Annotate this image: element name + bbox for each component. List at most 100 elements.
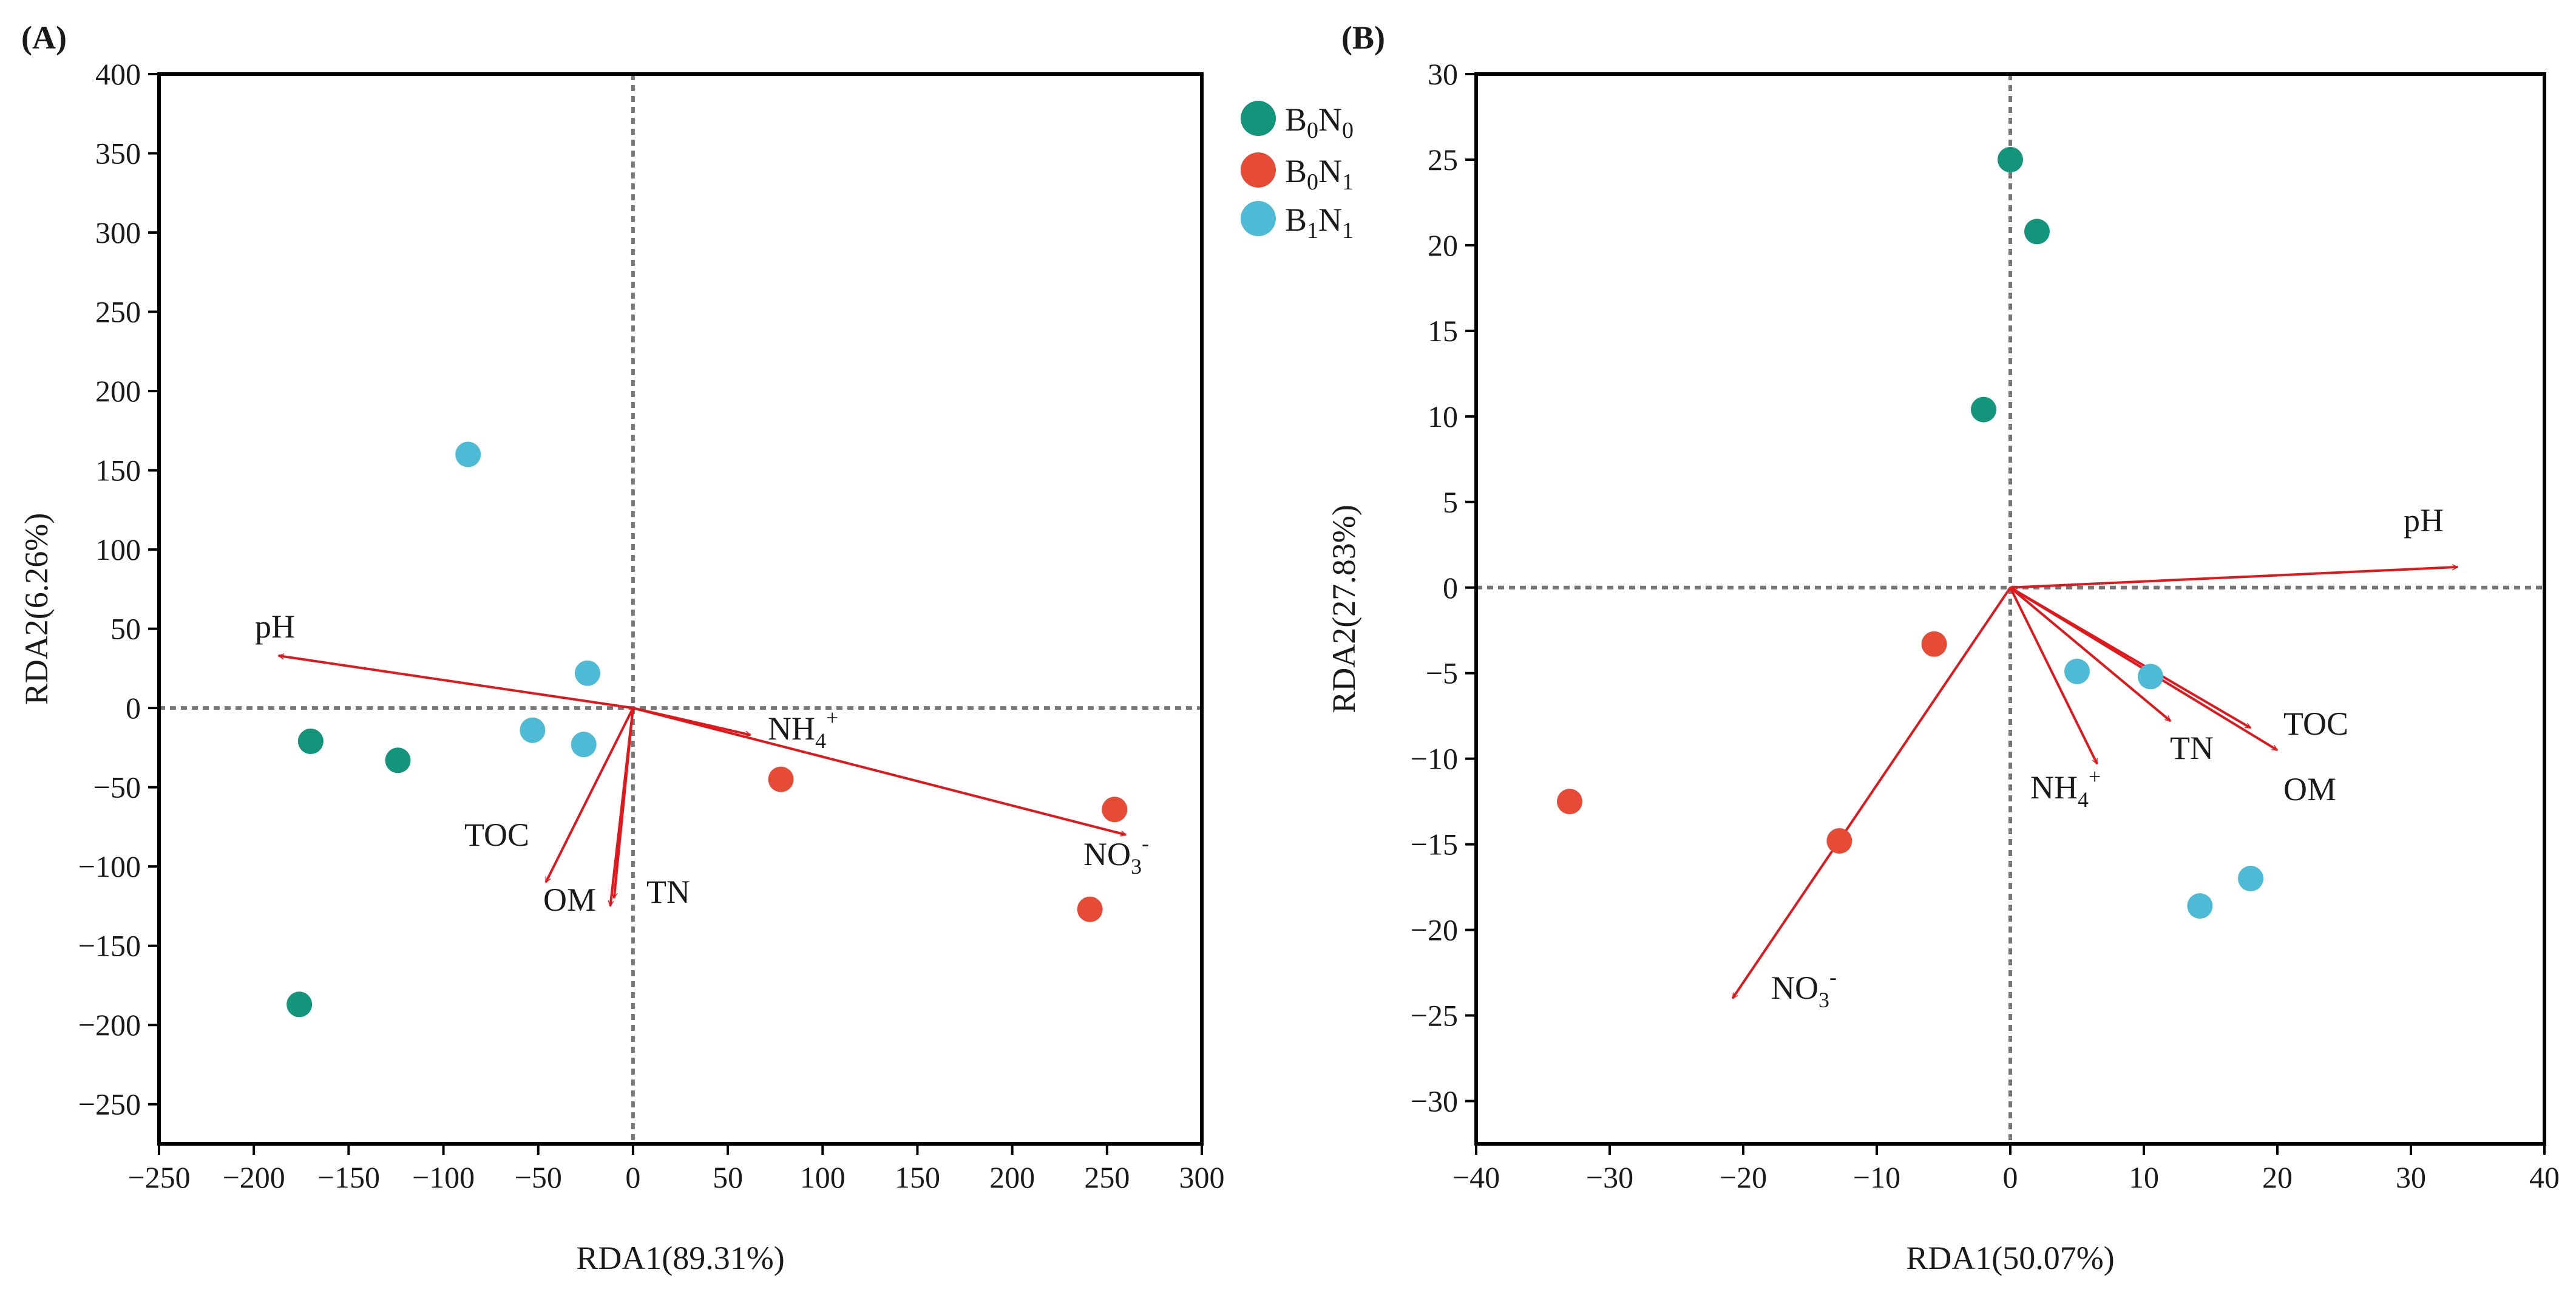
panel-b-point-b0n0 (2024, 219, 2050, 245)
legend-marker-b0n0 (1241, 101, 1276, 136)
panel-b-y-tick-label: 10 (1428, 399, 1458, 433)
legend-marker-b1n1 (1241, 201, 1276, 236)
panel-b-zero-lines (1476, 74, 2544, 1144)
legend-label-b0n0: B0N0 (1285, 101, 1354, 143)
panel-a-x-tick-label: 50 (713, 1160, 743, 1194)
panel-b: (B) −40 −30 −20 −10 0 10 20 30 40 −30 −25 −20 −15 −10… (1326, 19, 2560, 1276)
panel-a-label-nh4: NH4+ (768, 706, 838, 753)
panel-a-frame (157, 72, 1204, 1146)
panel-b-frame (1474, 72, 2546, 1146)
panel-a-y-tick-label: 150 (95, 454, 141, 488)
panel-a-point-b1n1 (520, 717, 546, 743)
panel-b-ticks: −40 −30 −20 −10 0 10 20 30 40 −30 −25 −20 −15 −10 −5 0 5… (1411, 57, 2560, 1194)
panel-b-label-toc: TOC (2283, 706, 2348, 742)
panel-a-label-no3: NO3- (1083, 831, 1149, 879)
panel-a-point-b1n1 (571, 732, 597, 758)
panel-a-y-tick-label: −50 (93, 770, 141, 804)
panel-b-y-tick-label: −15 (1411, 828, 1458, 862)
panel-b-label-tn: TN (2170, 730, 2214, 766)
legend-item-b1n1: B1N1 (1241, 201, 1354, 243)
panel-b-x-tick-label: 10 (2129, 1160, 2159, 1194)
panel-a-label: (A) (21, 19, 67, 56)
panel-b-y-axis-title: RDA2(27.83%) (1326, 505, 1362, 713)
panel-b-x-tick-label: 0 (2003, 1160, 2018, 1194)
panel-b-x-tick-label: −40 (1452, 1160, 1500, 1194)
panel-b-y-tick-label: −5 (1426, 656, 1458, 690)
panel-a-y-tick-label: −250 (78, 1087, 141, 1121)
panel-a-point-b0n0 (286, 991, 313, 1018)
panel-a-x-tick-label: 0 (625, 1160, 640, 1194)
panel-b-y-tick-label: 5 (1443, 485, 1458, 519)
panel-a-x-tick-label: 150 (895, 1160, 940, 1194)
panel-a-y-tick-label: −100 (78, 849, 141, 883)
panel-b-label-om: OM (2283, 771, 2336, 807)
panel-a-y-tick-label: 200 (95, 374, 141, 408)
panel-a-point-b0n0 (297, 728, 324, 754)
panel-a-x-tick-label: 200 (989, 1160, 1035, 1194)
panel-b-arrow-om (2009, 586, 2251, 729)
panel-b-y-tick-label: 25 (1428, 143, 1458, 177)
panel-a-point-b0n1 (768, 766, 794, 792)
panel-a-x-tick-label: −250 (127, 1160, 190, 1194)
panel-a-x-tick-label: −50 (515, 1160, 562, 1194)
panel-a-y-tick-label: 0 (126, 691, 141, 725)
panel-b-arrow-nh4 (2009, 586, 2098, 764)
legend-label-b0n1: B0N1 (1285, 153, 1354, 195)
panel-a-x-tick-label: −100 (412, 1160, 475, 1194)
panel-a-label-tn: TN (646, 874, 690, 910)
panel-a-y-tick-label: 300 (95, 216, 141, 250)
panel-b-point-b1n1 (2064, 658, 2090, 684)
panel-b-y-tick-label: 0 (1443, 571, 1458, 605)
legend-item-b0n1: B0N1 (1241, 152, 1354, 195)
panel-a-y-tick-label: 350 (95, 137, 141, 171)
panel-a-point-b1n1 (455, 441, 481, 467)
panel-a-arrow-ph (279, 656, 634, 710)
panel-b-point-b0n1 (1557, 789, 1582, 815)
panel-a-y-tick-label: 250 (95, 295, 141, 329)
panel-b-y-tick-label: 15 (1428, 314, 1458, 348)
panel-b-point-b1n1 (2138, 664, 2163, 690)
panel-b-y-tick-label: −25 (1411, 999, 1458, 1033)
panel-a-y-tick-label: −150 (78, 929, 141, 963)
panel-a-label-toc: TOC (464, 817, 529, 853)
panel-b-label-ph: pH (2404, 502, 2444, 539)
panel-a-point-b1n1 (574, 660, 600, 686)
panel-a-y-tick-label: −200 (78, 1008, 141, 1042)
panel-b-arrow-tn (2009, 586, 2172, 722)
panel-a-point-b0n1 (1077, 896, 1103, 922)
panel-b-point-b0n1 (1921, 631, 1947, 657)
panel-b-point-b0n1 (1826, 828, 1852, 854)
panel-a-x-tick-label: −200 (223, 1160, 285, 1194)
panel-a-x-axis-title: RDA1(89.31%) (576, 1240, 784, 1276)
panel-b-x-tick-label: 30 (2396, 1160, 2426, 1194)
panel-b-y-tick-label: −20 (1411, 913, 1458, 947)
panel-b-y-tick-label: 20 (1428, 228, 1458, 262)
panel-b-points (1557, 146, 2263, 919)
panel-b-point-b0n0 (1971, 396, 1996, 423)
panel-b-x-tick-label: −30 (1586, 1160, 1633, 1194)
panel-a-points (286, 441, 1128, 1018)
panel-b-y-tick-label: 30 (1428, 57, 1458, 91)
panel-a-y-axis-title: RDA2(6.26%) (18, 513, 55, 705)
panel-a-y-tick-label: 50 (110, 612, 141, 646)
panel-b-label: (B) (1341, 19, 1385, 56)
panel-b-point-b1n1 (2238, 866, 2263, 892)
panel-b-arrow-ph (2010, 567, 2458, 589)
panel-a-point-b0n0 (385, 747, 411, 773)
panel-a-label-ph: pH (255, 608, 295, 645)
legend-label-b1n1: B1N1 (1285, 202, 1354, 243)
panel-a-label-om: OM (543, 882, 596, 918)
panel-a-x-tick-label: −150 (317, 1160, 380, 1194)
panel-b-x-tick-label: −20 (1720, 1160, 1767, 1194)
panel-a-zero-lines (159, 74, 1202, 1144)
panel-b-y-tick-label: −30 (1411, 1084, 1458, 1118)
panel-b-x-axis-title: RDA1(50.07%) (1906, 1240, 2114, 1276)
legend: B0N0 B0N1 B1N1 (1241, 101, 1354, 243)
panel-a: (A) −250 −200 −150 −100 −50 0 50 100 150 200 250 30… (18, 19, 1225, 1276)
panel-a-x-tick-label: 300 (1179, 1160, 1225, 1194)
panel-a-y-tick-label: 400 (95, 57, 141, 91)
legend-item-b0n0: B0N0 (1241, 101, 1354, 143)
panel-a-arrow-no3 (632, 707, 1126, 835)
panel-a-arrow-toc (544, 707, 634, 882)
